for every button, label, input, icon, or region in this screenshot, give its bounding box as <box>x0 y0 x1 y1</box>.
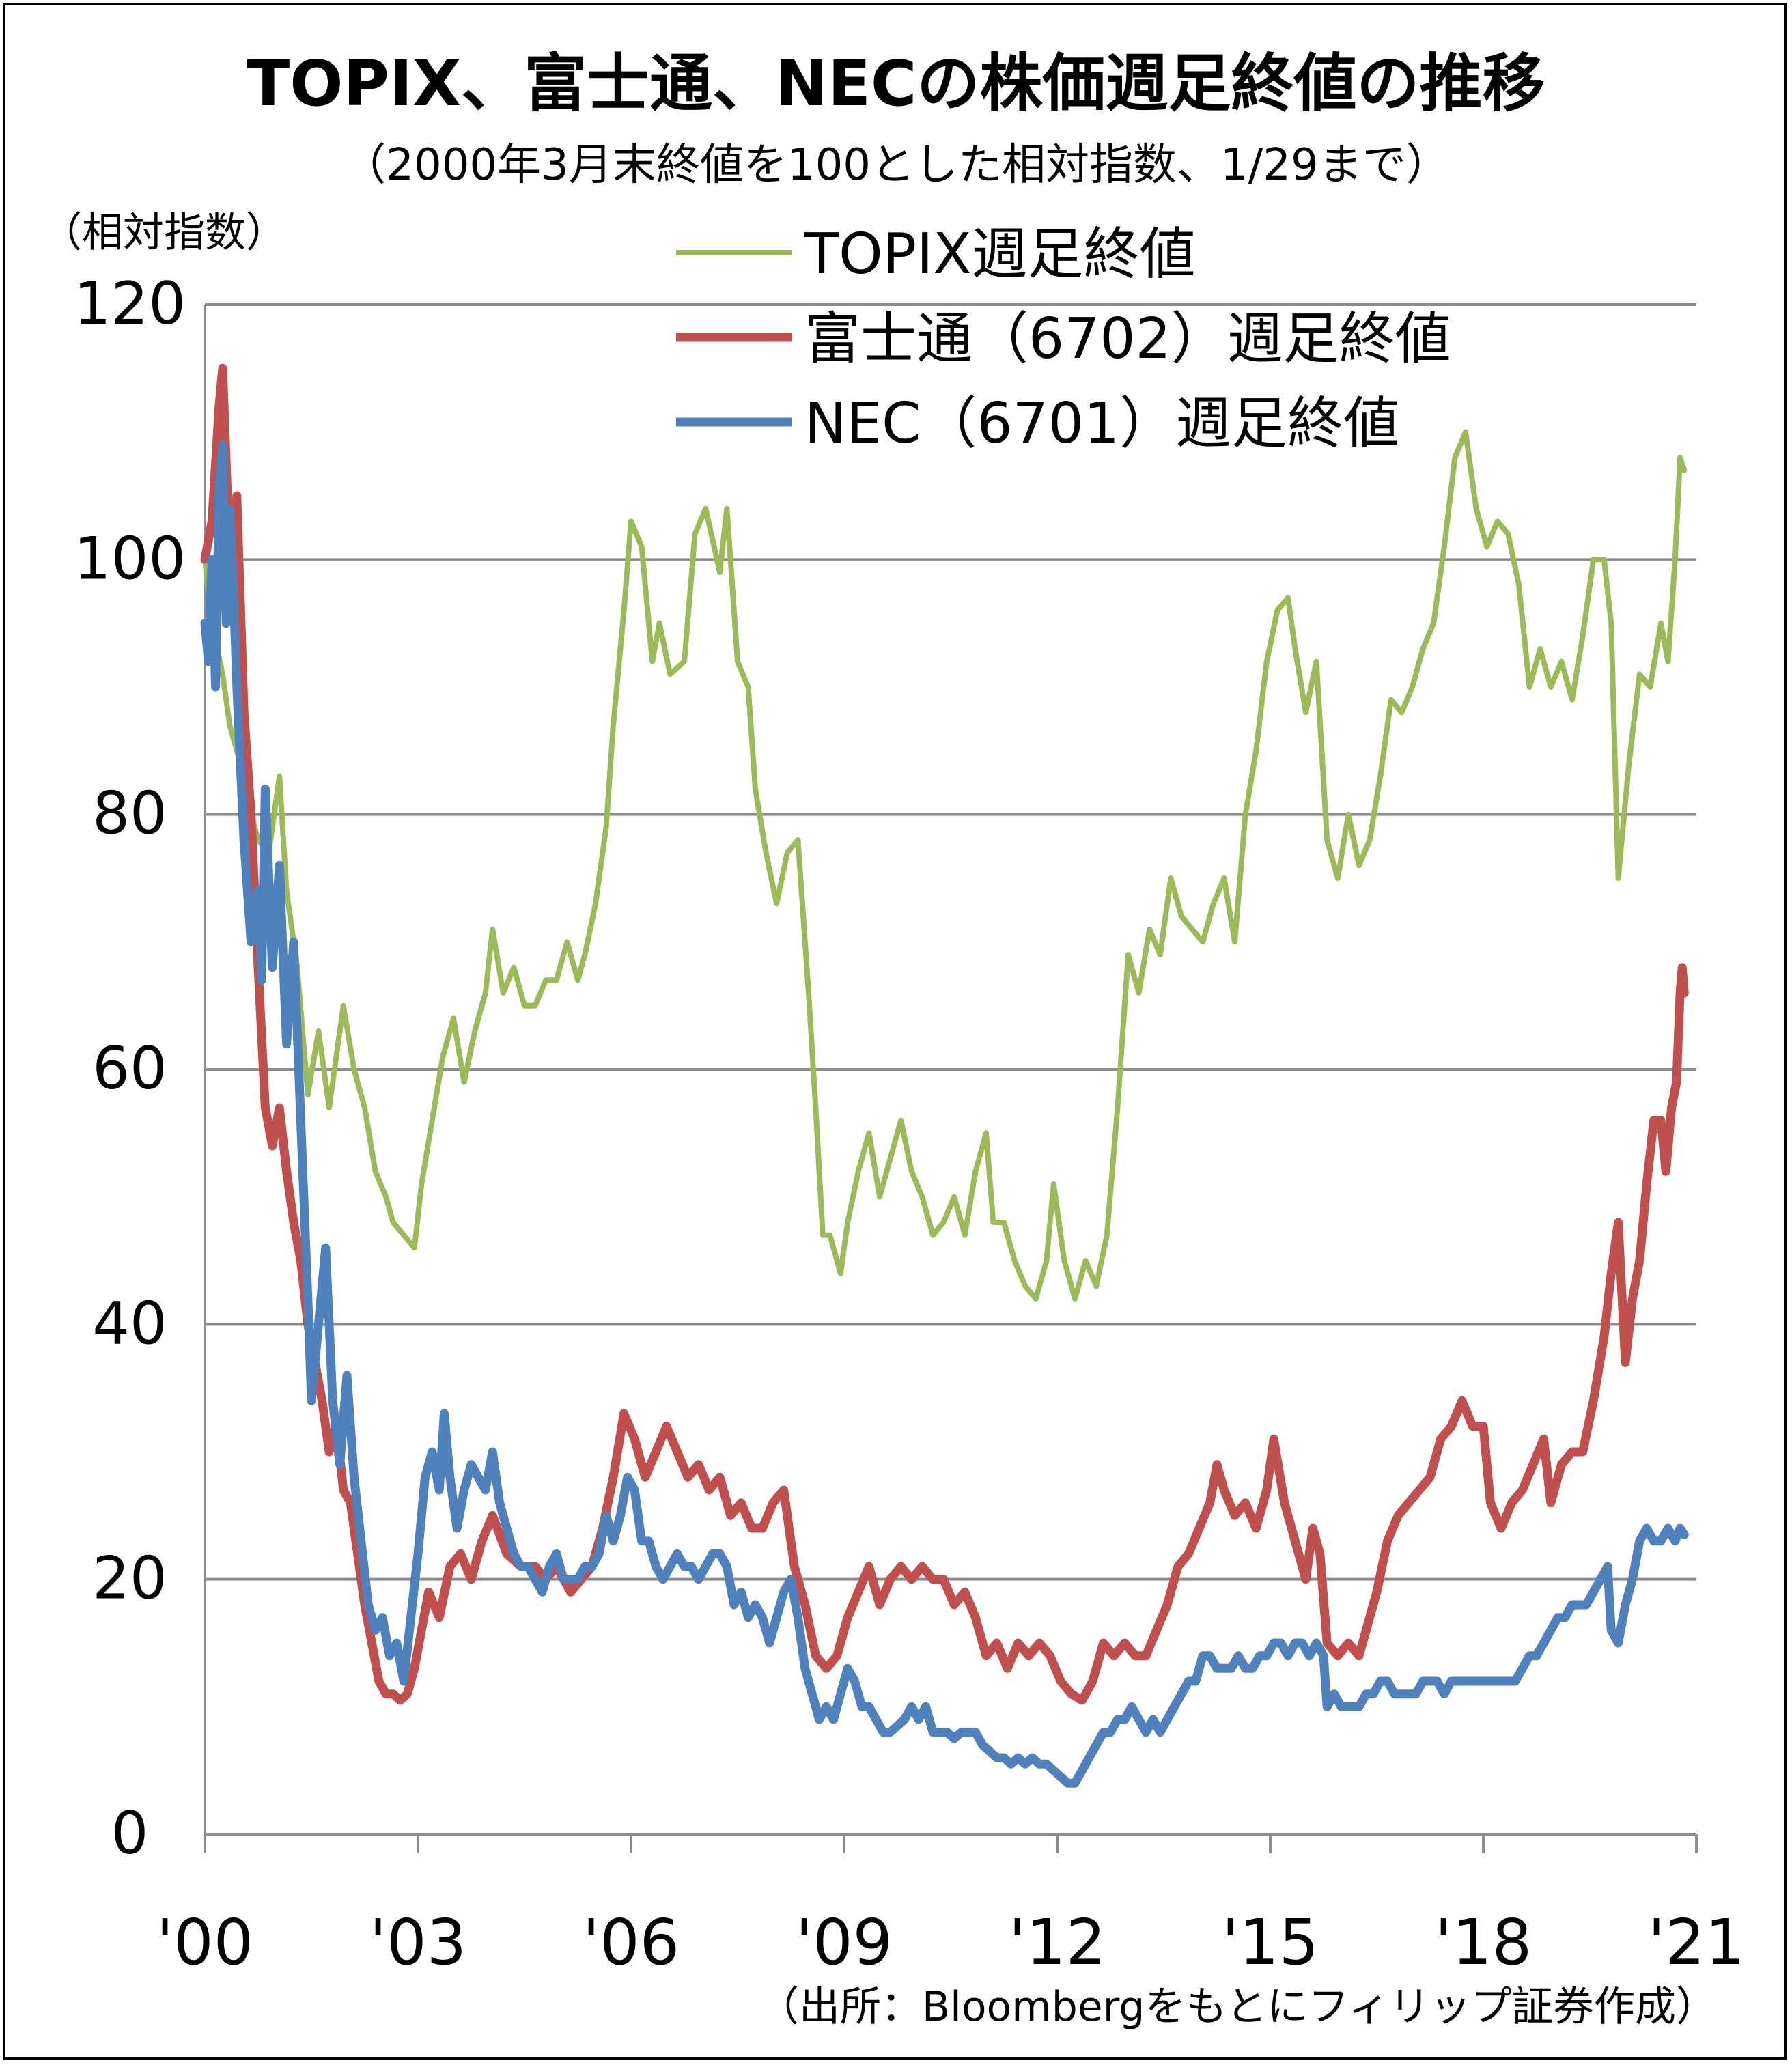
x-tick-label: '00 <box>156 1906 253 1979</box>
y-tick-label-100: 100 <box>74 524 186 593</box>
y-axis-label: （相対指数） <box>41 209 287 257</box>
y-tick-label-20: 20 <box>92 1545 167 1613</box>
source-note: （出所：Bloombergをもとにフィリップ証券作成） <box>758 1983 1717 2031</box>
x-tick-label: '06 <box>583 1906 680 1979</box>
legend-label-1: TOPIX週足終値 <box>804 222 1195 287</box>
chart-frame <box>3 3 1787 2060</box>
chart-subtitle: （2000年3月末終値を100とした相対指数、1/29まで） <box>342 140 1450 191</box>
x-tick-label: '12 <box>1009 1906 1106 1979</box>
series-line-2 <box>200 363 1689 1705</box>
series-line-3 <box>200 440 1689 1788</box>
x-tick-label: '21 <box>1648 1906 1745 1979</box>
legend-label-2: 富士通（6702）週足終値 <box>804 307 1451 371</box>
x-tick-label: '03 <box>369 1906 466 1979</box>
x-tick-label: '15 <box>1222 1906 1319 1979</box>
y-tick-label-40: 40 <box>92 1289 167 1358</box>
y-tick-label-120: 120 <box>74 270 186 338</box>
y-tick-label-80: 80 <box>92 780 167 848</box>
x-tick-label: '18 <box>1435 1906 1532 1979</box>
y-tick-label-60: 60 <box>92 1035 167 1103</box>
x-tick-label: '09 <box>796 1906 893 1979</box>
legend-label-3: NEC（6701）週足終値 <box>804 391 1399 456</box>
series-line-1 <box>202 429 1688 1302</box>
y-tick-label-0: 0 <box>111 1799 149 1868</box>
chart-title: TOPIX、富士通、NECの株価週足終値の推移 <box>247 47 1545 120</box>
